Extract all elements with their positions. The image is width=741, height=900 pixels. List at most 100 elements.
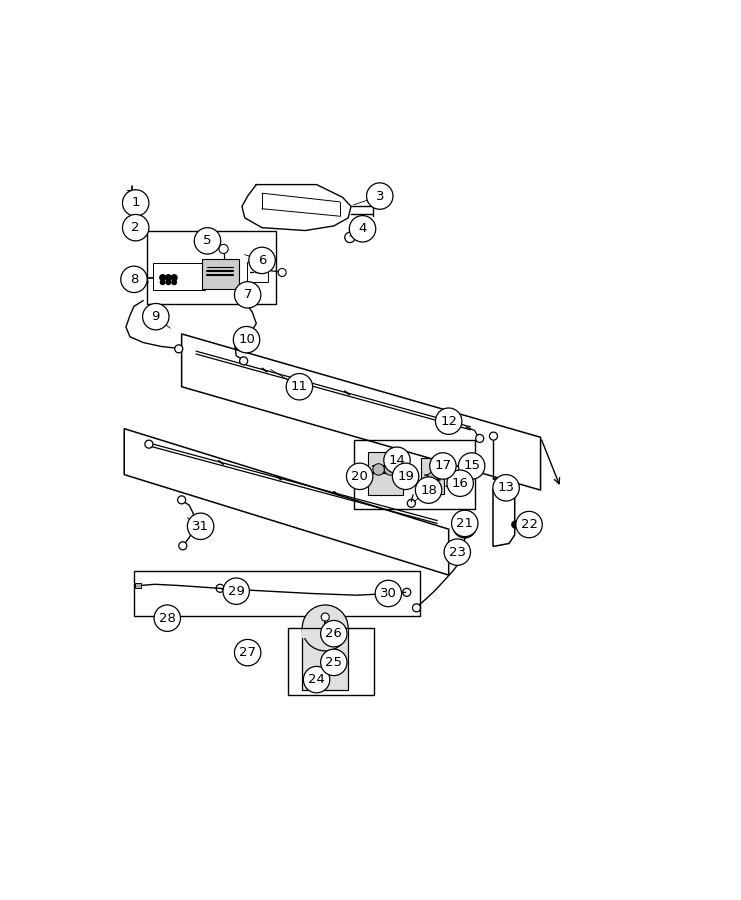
Text: 22: 22 (521, 518, 537, 531)
Circle shape (286, 374, 313, 400)
Text: 23: 23 (449, 545, 466, 559)
Bar (247, 262, 268, 283)
Text: 31: 31 (192, 520, 209, 533)
Circle shape (216, 584, 224, 592)
Bar (153, 263, 205, 291)
Circle shape (493, 474, 519, 501)
Bar (302, 628, 348, 690)
Circle shape (502, 477, 510, 485)
Text: 28: 28 (159, 612, 176, 625)
Circle shape (194, 228, 221, 254)
Circle shape (416, 477, 442, 503)
Text: 5: 5 (203, 234, 212, 248)
Circle shape (321, 620, 347, 647)
Polygon shape (124, 428, 448, 575)
Circle shape (367, 183, 393, 210)
Circle shape (428, 472, 438, 482)
Circle shape (384, 447, 411, 473)
Circle shape (241, 649, 249, 657)
Circle shape (171, 274, 177, 281)
Circle shape (234, 639, 261, 666)
Circle shape (154, 605, 181, 632)
Text: 14: 14 (388, 454, 405, 467)
Text: 2: 2 (131, 221, 140, 234)
Circle shape (219, 244, 228, 254)
Circle shape (451, 510, 478, 536)
Circle shape (430, 453, 456, 479)
Circle shape (165, 274, 171, 281)
Circle shape (347, 464, 373, 490)
Text: 26: 26 (325, 627, 342, 640)
Text: 27: 27 (239, 646, 256, 659)
Bar (368, 452, 403, 495)
Circle shape (187, 513, 214, 539)
Circle shape (321, 649, 347, 676)
Text: 16: 16 (452, 477, 468, 490)
Bar (354, 440, 474, 509)
Circle shape (393, 464, 419, 490)
Bar (135, 583, 141, 588)
Circle shape (233, 327, 260, 353)
Circle shape (142, 303, 169, 330)
Circle shape (145, 440, 153, 448)
Circle shape (490, 432, 497, 440)
Bar (421, 458, 444, 493)
Circle shape (356, 473, 364, 482)
Text: 1: 1 (131, 196, 140, 210)
Circle shape (179, 542, 187, 550)
Circle shape (175, 345, 183, 353)
Circle shape (234, 282, 261, 308)
Text: 21: 21 (456, 517, 473, 530)
Circle shape (458, 519, 471, 533)
Text: 18: 18 (420, 483, 437, 497)
Text: 11: 11 (291, 380, 308, 393)
Text: 17: 17 (434, 460, 451, 473)
Text: 10: 10 (238, 333, 255, 346)
Text: 8: 8 (130, 273, 138, 286)
Circle shape (122, 190, 149, 216)
Circle shape (239, 357, 247, 364)
Text: 3: 3 (376, 190, 384, 203)
Circle shape (122, 214, 149, 241)
Text: 13: 13 (498, 482, 514, 494)
Text: 15: 15 (463, 460, 480, 473)
Circle shape (223, 578, 250, 605)
Circle shape (375, 580, 402, 607)
Text: 25: 25 (325, 656, 342, 669)
Circle shape (126, 217, 137, 229)
Circle shape (345, 232, 355, 243)
Text: 24: 24 (308, 673, 325, 686)
Circle shape (160, 280, 165, 284)
Circle shape (444, 539, 471, 565)
Circle shape (160, 274, 165, 281)
Text: 9: 9 (152, 310, 160, 323)
Circle shape (178, 496, 186, 504)
Circle shape (413, 604, 421, 612)
Circle shape (403, 589, 411, 597)
Circle shape (436, 408, 462, 435)
Circle shape (456, 472, 464, 481)
Circle shape (385, 464, 396, 475)
Text: 7: 7 (244, 288, 252, 302)
Circle shape (166, 280, 170, 284)
Circle shape (373, 464, 385, 475)
Circle shape (476, 435, 484, 443)
Text: 6: 6 (258, 254, 266, 267)
Circle shape (453, 515, 476, 538)
Circle shape (349, 216, 376, 242)
Circle shape (303, 666, 330, 693)
Text: 29: 29 (227, 585, 245, 598)
Circle shape (249, 248, 275, 274)
Circle shape (302, 605, 348, 651)
Circle shape (172, 280, 176, 284)
Circle shape (447, 470, 473, 497)
Polygon shape (202, 259, 239, 289)
Circle shape (408, 500, 416, 508)
Bar (288, 628, 374, 695)
Circle shape (278, 268, 286, 276)
Bar (147, 230, 276, 304)
Bar (134, 571, 420, 617)
Text: 4: 4 (359, 222, 367, 235)
Text: 30: 30 (380, 587, 397, 600)
Bar (302, 628, 348, 638)
